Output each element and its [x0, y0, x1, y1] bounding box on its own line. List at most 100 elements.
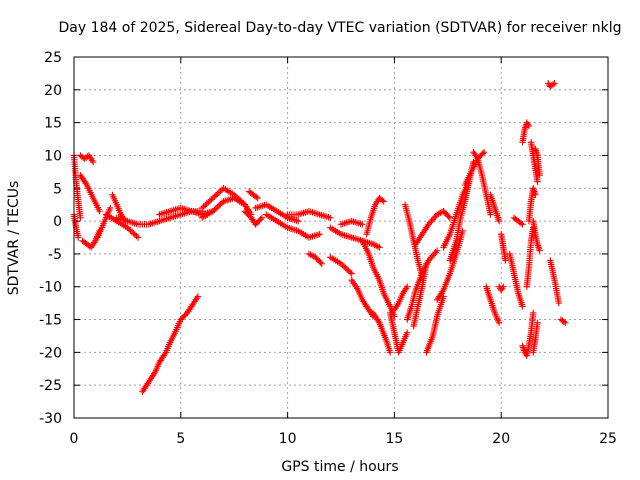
data-point — [295, 217, 302, 225]
data-point — [131, 231, 139, 238]
data-point — [532, 191, 539, 199]
data-point — [480, 148, 488, 156]
data-point — [551, 80, 558, 87]
data-point — [209, 208, 217, 215]
data-point — [549, 81, 557, 88]
data-point — [134, 234, 142, 241]
data-point — [530, 309, 537, 317]
data-point — [428, 253, 435, 261]
data-point — [96, 208, 103, 215]
x-tick-labels: 0 5 10 15 20 25 — [70, 431, 617, 447]
data-point — [215, 202, 223, 209]
data-point — [217, 201, 224, 208]
data-point — [203, 200, 210, 207]
data-point — [380, 198, 387, 205]
y-tick-label: 20 — [44, 83, 62, 99]
data-point — [214, 203, 221, 211]
data-point — [317, 259, 324, 266]
grid — [74, 57, 608, 418]
data-point — [124, 224, 131, 231]
data-point — [258, 214, 266, 222]
data-point — [500, 283, 507, 290]
data-point — [194, 293, 202, 300]
data-point — [308, 252, 316, 259]
data-point — [218, 199, 226, 207]
data-point — [404, 283, 411, 290]
x-axis-label: GPS time / hours — [281, 459, 398, 475]
data-point — [340, 263, 348, 270]
data-point — [107, 204, 114, 212]
data-point — [445, 213, 452, 220]
data-point — [209, 194, 217, 202]
data-point — [133, 232, 140, 240]
data-point — [327, 214, 334, 222]
data-point — [432, 249, 439, 256]
data-point — [208, 196, 215, 203]
y-tick-labels: -30 -25 -20 -15 -10 -5 0 5 10 15 20 25 — [39, 50, 62, 427]
data-point — [459, 227, 466, 235]
x-tick-label: 25 — [599, 431, 617, 447]
y-axis-label: SDTVAR / TECUs — [6, 181, 22, 296]
data-point — [202, 201, 209, 209]
y-tick-label: -15 — [39, 313, 62, 329]
y-tick-label: -20 — [39, 345, 62, 361]
data-point — [431, 214, 438, 222]
data-point — [339, 261, 346, 269]
data-point — [525, 122, 533, 130]
data-points — [70, 80, 569, 395]
data-point — [359, 221, 366, 228]
data-point — [562, 319, 569, 327]
data-point — [217, 187, 224, 195]
x-tick-label: 20 — [492, 431, 510, 447]
data-point — [423, 260, 430, 267]
data-point — [446, 214, 454, 222]
y-tick-label: 10 — [44, 148, 62, 164]
data-point — [345, 267, 352, 274]
data-point — [495, 217, 503, 225]
axis-ticks — [73, 56, 609, 419]
y-tick-label: -10 — [39, 280, 62, 296]
data-point — [429, 216, 437, 223]
data-point — [257, 215, 264, 223]
data-point — [212, 205, 220, 212]
data-point — [316, 231, 323, 238]
data-point — [212, 192, 220, 199]
data-point — [342, 264, 349, 272]
data-point — [125, 225, 133, 233]
chart-title: Day 184 of 2025, Sidereal Day-to-day VTE… — [59, 20, 622, 36]
x-tick-label: 15 — [385, 431, 403, 447]
data-point — [211, 206, 218, 214]
y-tick-label: -5 — [48, 247, 62, 263]
data-point — [253, 193, 260, 201]
data-point — [376, 244, 383, 251]
y-tick-label: -30 — [39, 411, 62, 427]
data-point — [75, 234, 82, 241]
data-point — [431, 250, 438, 258]
data-point — [130, 230, 137, 237]
data-point — [502, 257, 509, 264]
data-point — [495, 319, 503, 327]
data-point — [337, 260, 345, 267]
x-tick-label: 5 — [176, 431, 185, 447]
data-point — [379, 197, 386, 204]
data-point — [318, 260, 325, 267]
data-point — [519, 221, 526, 228]
data-point — [487, 211, 494, 218]
data-point — [386, 349, 394, 356]
data-point — [429, 252, 437, 259]
data-point — [560, 318, 568, 325]
y-tick-label: 5 — [53, 181, 62, 197]
data-point — [536, 171, 543, 179]
data-point — [77, 214, 84, 222]
data-point — [343, 266, 351, 273]
plot-frame — [73, 56, 609, 419]
data-point — [206, 197, 213, 205]
y-tick-label: 15 — [44, 116, 62, 132]
data-point — [346, 268, 354, 276]
data-point — [214, 190, 221, 198]
data-point — [517, 220, 525, 227]
data-point — [211, 193, 218, 200]
data-point — [90, 158, 97, 166]
data-point — [479, 150, 487, 157]
data-point — [534, 319, 541, 327]
